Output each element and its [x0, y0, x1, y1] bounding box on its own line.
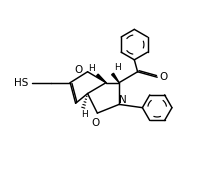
Text: H: H [82, 110, 88, 119]
Text: H: H [114, 63, 120, 72]
Text: N: N [118, 95, 126, 105]
Text: O: O [160, 72, 168, 82]
Text: HS: HS [14, 78, 29, 88]
Polygon shape [97, 74, 106, 83]
Text: O: O [74, 65, 83, 75]
Text: H: H [88, 64, 95, 73]
Text: O: O [91, 118, 100, 128]
Polygon shape [112, 73, 119, 83]
